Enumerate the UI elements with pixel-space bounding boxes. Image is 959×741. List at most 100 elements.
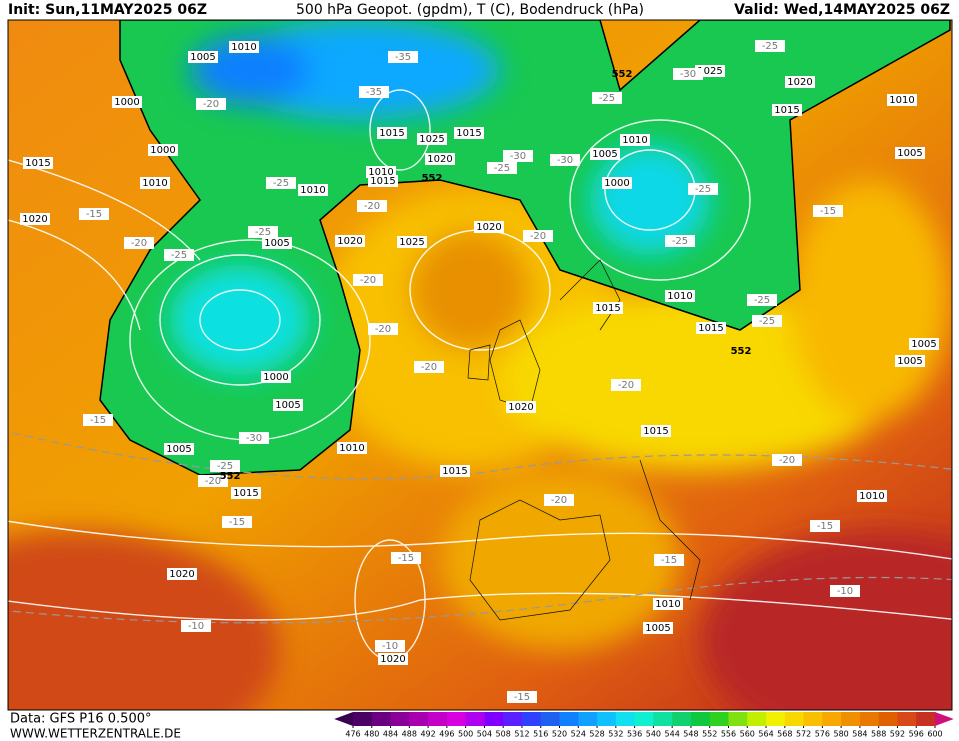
temperature-label: -25 [273, 178, 289, 189]
colorbar-swatch [653, 712, 673, 726]
pressure-label: 1000 [114, 97, 139, 108]
colorbar-tick-label: 560 [740, 730, 755, 739]
temperature-label: -15 [398, 553, 414, 564]
pressure-label: 1015 [774, 105, 799, 116]
pressure-label-box [641, 425, 671, 437]
colorbar-swatch [371, 712, 392, 726]
pressure-label-box [164, 443, 194, 455]
colorbar-tick-label: 520 [552, 730, 567, 739]
pressure-label: 1020 [169, 569, 194, 580]
temperature-label: -35 [395, 52, 411, 63]
colorbar-tick-label: 516 [533, 730, 548, 739]
pressure-label-box [665, 290, 695, 302]
temperature-label-box [688, 183, 718, 195]
colorbar-swatch [503, 712, 523, 726]
colorbar-tick-label: 584 [852, 730, 867, 739]
site-url: WWW.WETTERZENTRALE.DE [10, 727, 181, 741]
pressure-label-box [368, 175, 398, 187]
pressure-label: 1025 [399, 237, 424, 248]
pressure-label: 1010 [142, 178, 167, 189]
colorbar-tick-label: 580 [833, 730, 848, 739]
pressure-label: 1010 [368, 167, 393, 178]
temperature-label-box [810, 520, 840, 532]
colorbar-swatch [390, 712, 410, 726]
pressure-label-box [593, 302, 623, 314]
temperature-label-box [830, 585, 860, 597]
pressure-label-box [261, 371, 291, 383]
pressure-label: 1020 [787, 77, 812, 88]
colorbar-swatch [446, 712, 467, 726]
colorbar-tick-label: 576 [815, 730, 830, 739]
colorbar: 476 480 484 488 492 496 500 504 508 512 516 520 524 5… [334, 712, 954, 739]
pressure-label: 1020 [337, 236, 362, 247]
colorbar-tick-label: 492 [420, 730, 435, 739]
pressure-label: 1015 [379, 128, 404, 139]
valid-time: Valid: Wed,14MAY2025 06Z [734, 2, 950, 18]
colorbar-tick-label: 540 [646, 730, 661, 739]
temperature-label-box [239, 432, 269, 444]
temperature-label-box [611, 379, 641, 391]
temperature-label-box [266, 177, 296, 189]
temperature-label: -25 [754, 295, 770, 306]
pressure-label-box [602, 177, 632, 189]
temperature-label-box [507, 691, 537, 703]
colorbar-tick-label: 592 [890, 730, 905, 739]
colorbar-tick-label: 512 [514, 730, 529, 739]
pressure-label: 1015 [25, 158, 50, 169]
temperature-label-box [747, 294, 777, 306]
temperature-label-box [752, 315, 782, 327]
temperature-label: -15 [514, 692, 530, 703]
colorbar-tick-label: 504 [477, 730, 492, 739]
temperature-label: -25 [672, 236, 688, 247]
pressure-label-box [23, 157, 53, 169]
temperature-label: -20 [530, 231, 546, 242]
temperature-label-box [673, 68, 703, 80]
pressure-label: 1015 [643, 426, 668, 437]
pressure-label-box [909, 338, 939, 350]
pressure-label: 1005 [897, 356, 922, 367]
colorbar-tick-label: 564 [758, 730, 773, 739]
pressure-label: 1005 [275, 400, 300, 411]
pressure-label-box [440, 465, 470, 477]
colorbar-tick-label: 544 [665, 730, 680, 739]
temperature-label: -10 [837, 586, 853, 597]
temperature-label-box [353, 274, 383, 286]
colorbar-arrow [334, 712, 353, 726]
temperature-label-box [391, 552, 421, 564]
pressure-label-box [20, 213, 50, 225]
pressure-label-box [643, 622, 673, 634]
temperature-label: -20 [203, 99, 219, 110]
geopotential-label: 552 [422, 173, 443, 184]
temperature-label: -15 [661, 555, 677, 566]
temperature-label-box [665, 235, 695, 247]
pressure-label: 1000 [604, 178, 629, 189]
colorbar-tick-label: 528 [589, 730, 604, 739]
pressure-label: 1010 [889, 95, 914, 106]
pressure-label: 1025 [419, 134, 444, 145]
colorbar-swatch [597, 712, 617, 726]
cold-cores [170, 20, 710, 375]
pressure-label-box [231, 487, 261, 499]
temperature-label: -15 [229, 517, 245, 528]
colorbar-swatch [897, 712, 917, 726]
colorbar-tick-label: 552 [702, 730, 717, 739]
temperature-label-box [359, 86, 389, 98]
colorbar-tick-label: 532 [608, 730, 623, 739]
pressure-label: 1005 [897, 148, 922, 159]
pressure-label-box [112, 96, 142, 108]
temperature-label-box [813, 205, 843, 217]
field-shading [8, 180, 952, 710]
colorbar-swatch [559, 712, 579, 726]
pressure-label: 1000 [150, 145, 175, 156]
temperature-label-box [755, 40, 785, 52]
colorbar-swatch [916, 712, 936, 726]
temperature-label: -20 [360, 275, 376, 286]
pressure-label: 1015 [595, 303, 620, 314]
temperature-label: -20 [779, 455, 795, 466]
pressure-label-box [785, 76, 815, 88]
data-source: Data: GFS P16 0.500° [10, 712, 152, 727]
temperature-label-box [592, 92, 622, 104]
init-time: Init: Sun,11MAY2025 06Z [8, 2, 207, 18]
pressure-label-box [273, 399, 303, 411]
